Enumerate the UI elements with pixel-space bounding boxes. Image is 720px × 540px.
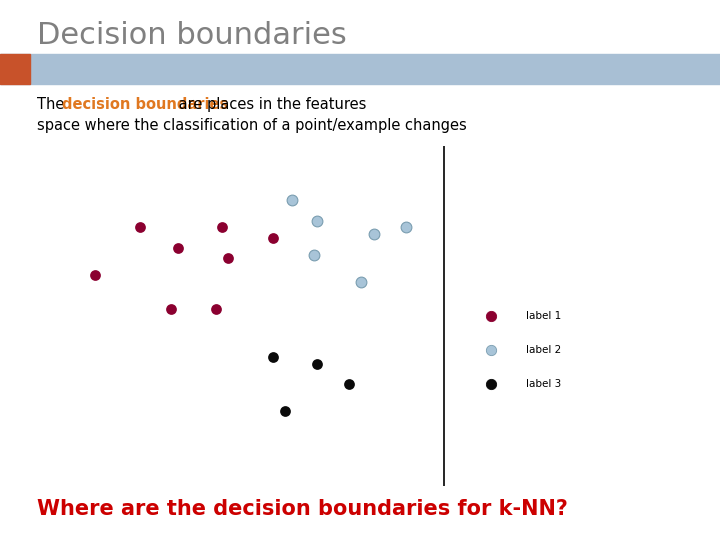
Point (267, 233, 279, 242)
Text: Decision boundaries: Decision boundaries (37, 21, 347, 50)
Point (308, 251, 320, 259)
Text: label 2: label 2 (526, 345, 562, 355)
Point (485, 312, 497, 320)
Point (89, 271, 101, 279)
Point (216, 223, 228, 232)
Point (172, 244, 184, 252)
Point (485, 346, 497, 354)
Bar (0, 54, 720, 84)
Text: Where are the decision boundaries for k-NN?: Where are the decision boundaries for k-… (37, 498, 568, 519)
Point (210, 305, 222, 313)
Text: space where the classification of a point/example changes: space where the classification of a poin… (37, 118, 467, 133)
Text: label 1: label 1 (526, 311, 562, 321)
Point (279, 407, 291, 415)
Bar (0, 54, 30, 84)
Point (311, 359, 323, 368)
Point (166, 305, 177, 313)
Text: are places in the features: are places in the features (174, 97, 366, 112)
Point (286, 196, 297, 205)
Text: decision boundaries: decision boundaries (62, 97, 228, 112)
Point (400, 223, 412, 232)
Point (369, 230, 380, 239)
Point (343, 380, 354, 388)
Text: label 3: label 3 (526, 379, 562, 389)
Point (485, 380, 497, 388)
Point (267, 353, 279, 361)
Text: The: The (37, 97, 69, 112)
Point (311, 217, 323, 225)
Point (222, 254, 234, 262)
Point (134, 223, 145, 232)
Point (356, 278, 367, 286)
